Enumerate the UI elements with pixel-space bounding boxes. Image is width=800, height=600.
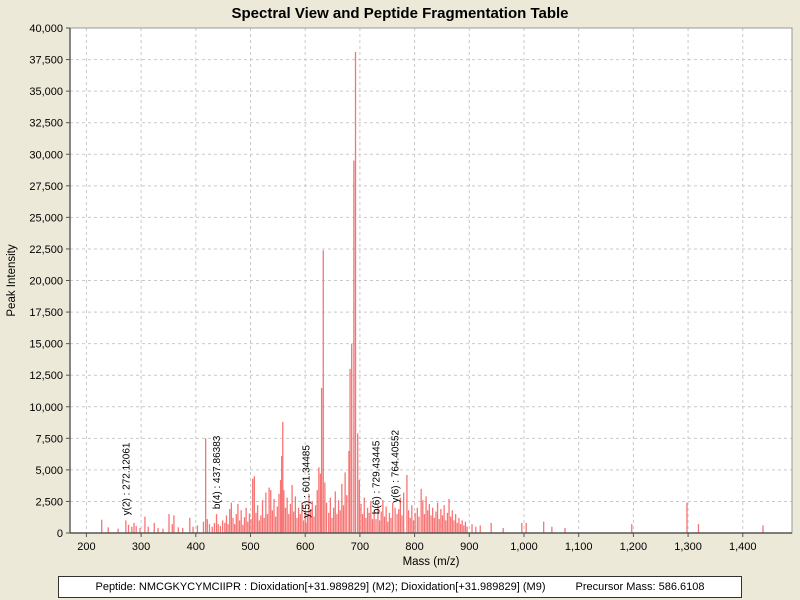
y-tick-label: 37,500: [29, 55, 63, 67]
x-tick-label: 1,200: [620, 541, 648, 553]
y-tick-label: 12,500: [29, 370, 63, 382]
x-tick-label: 1,300: [674, 541, 702, 553]
x-tick-label: 500: [241, 541, 259, 553]
y-tick-label: 15,000: [29, 339, 63, 351]
y-tick-label: 27,500: [29, 181, 63, 193]
fragment-annotation: b(4) : 437.86383: [212, 435, 223, 509]
fragment-annotation: b(6) : 729.43445: [371, 440, 382, 514]
spectrum-svg[interactable]: 0 2,500 5,000 7,500 10,000 12,500 15,000 17,500…: [0, 0, 800, 572]
x-tick-label: 900: [460, 541, 478, 553]
x-tick-label: 300: [132, 541, 150, 553]
y-tick-label: 7,500: [35, 433, 63, 445]
y-tick-label: 17,500: [29, 307, 63, 319]
fragment-annotation: y(2) : 272.12061: [121, 442, 132, 515]
x-tick-label: 1,000: [510, 541, 538, 553]
y-tick-label: 35,000: [29, 86, 63, 98]
y-axis-label: Peak Intensity: [6, 244, 18, 316]
y-tick-label: 10,000: [29, 402, 63, 414]
x-axis-label: Mass (m/z): [403, 556, 460, 568]
y-tick-label: 25,000: [29, 212, 63, 224]
y-tick-label: 22,500: [29, 244, 63, 256]
x-tick-label: 1,100: [565, 541, 593, 553]
y-tick-label: 5,000: [35, 465, 63, 477]
y-tick-label: 40,000: [29, 23, 63, 35]
x-tick-label: 800: [405, 541, 423, 553]
peptide-info-text: Peptide: NMCGKYCYMCIIPR : Dioxidation[+3…: [95, 581, 546, 593]
peptide-info-bar: Peptide: NMCGKYCYMCIIPR : Dioxidation[+3…: [58, 576, 742, 598]
x-tick-label: 600: [296, 541, 314, 553]
y-tick-label: 2,500: [35, 496, 63, 508]
chart-title: Spectral View and Peptide Fragmentation …: [231, 5, 569, 22]
spectrum-chart[interactable]: 0 2,500 5,000 7,500 10,000 12,500 15,000 17,500…: [0, 0, 800, 577]
precursor-mass-text: Precursor Mass: 586.6108: [575, 581, 705, 593]
fragment-annotation: y(6) : 764.40552: [391, 429, 402, 502]
fragment-annotation: y(5) : 601.34485: [301, 445, 312, 518]
y-tick-label: 30,000: [29, 149, 63, 161]
y-tick-label: 0: [57, 528, 63, 540]
x-tick-label: 1,400: [729, 541, 757, 553]
y-tick-label: 32,500: [29, 118, 63, 130]
x-tick-label: 400: [187, 541, 205, 553]
x-tick-label: 700: [351, 541, 369, 553]
x-tick-label: 200: [77, 541, 95, 553]
y-tick-label: 20,000: [29, 276, 63, 288]
